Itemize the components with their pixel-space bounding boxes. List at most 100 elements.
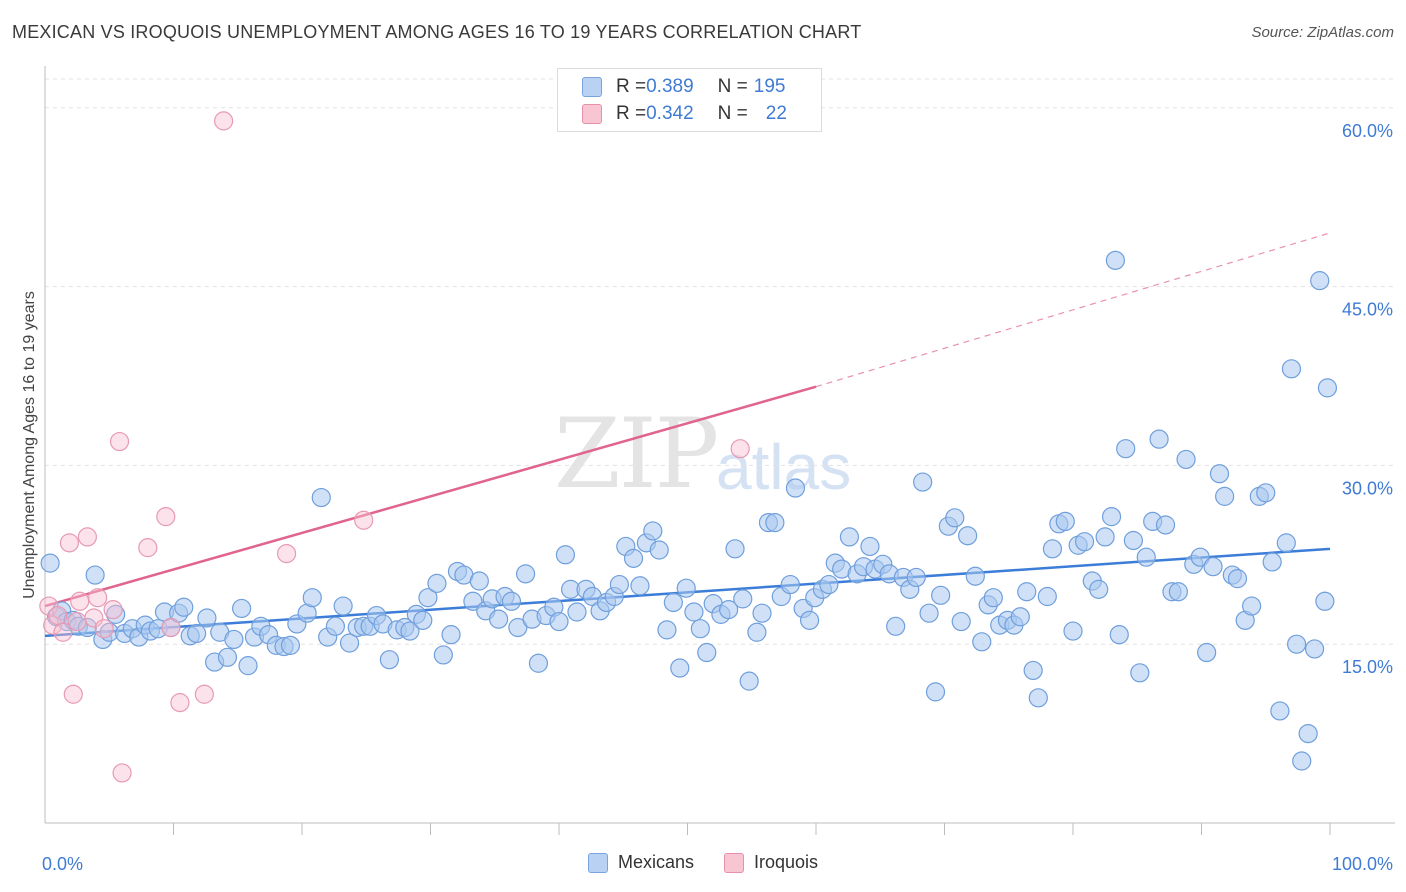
point-mexicans	[567, 602, 587, 622]
point-mexicans	[1315, 591, 1335, 611]
point-mexicans	[224, 629, 244, 650]
legend-swatch-mexicans	[582, 77, 602, 97]
point-mexicans	[1262, 552, 1282, 572]
point-iroquois	[112, 763, 132, 783]
point-iroquois	[354, 510, 374, 530]
point-iroquois	[161, 617, 181, 638]
point-mexicans	[1270, 701, 1290, 721]
point-iroquois	[109, 431, 130, 452]
point-iroquois	[48, 605, 68, 626]
point-mexicans	[1017, 582, 1037, 602]
point-mexicans	[609, 574, 629, 595]
point-iroquois	[170, 693, 190, 713]
correlation-legend: R = 0.389 N = 195 R = 0.342 N = 22	[557, 68, 822, 132]
point-mexicans	[441, 625, 461, 645]
point-mexicans	[733, 589, 753, 609]
point-mexicans	[925, 682, 946, 702]
point-mexicans	[427, 573, 447, 593]
point-mexicans	[379, 650, 399, 670]
point-mexicans	[643, 521, 663, 541]
point-mexicans	[1136, 547, 1156, 567]
legend-r-value-mexicans: 0.389	[646, 76, 694, 97]
point-mexicans	[1055, 511, 1075, 532]
point-mexicans	[1310, 271, 1330, 291]
point-mexicans	[1197, 642, 1217, 663]
point-mexicans	[630, 576, 650, 596]
series-legend-mexicans[interactable]: Mexicans	[587, 852, 694, 873]
point-mexicans	[799, 610, 820, 630]
legend-row-iroquois: R = 0.342 N = 22	[582, 102, 787, 126]
point-iroquois	[730, 439, 750, 459]
point-iroquois	[88, 588, 108, 608]
series-label-mexicans: Mexicans	[617, 852, 694, 872]
series-swatch-iroquois	[723, 852, 744, 873]
series-legend-iroquois[interactable]: Iroquois	[723, 852, 818, 873]
point-mexicans	[906, 567, 926, 588]
trend-line-iroquois-extension	[815, 232, 1331, 388]
point-mexicans	[418, 588, 438, 608]
point-mexicans	[913, 472, 933, 492]
point-mexicans	[1176, 449, 1196, 470]
point-mexicans	[508, 617, 528, 638]
point-mexicans	[945, 508, 965, 528]
chart-title: MEXICAN VS IROQUOIS UNEMPLOYMENT AMONG A…	[12, 22, 862, 42]
y-tick-label: 45.0%	[1342, 300, 1393, 320]
point-mexicans	[1292, 751, 1312, 771]
point-iroquois	[53, 622, 73, 642]
legend-n-value-mexicans: 195	[753, 76, 786, 97]
legend-r-label: R =	[616, 76, 647, 97]
point-mexicans	[690, 619, 710, 639]
point-mexicans	[1095, 527, 1115, 547]
point-mexicans	[765, 512, 785, 533]
point-mexicans	[725, 539, 745, 559]
point-mexicans	[469, 571, 489, 591]
legend-n-value-iroquois: 22	[765, 103, 787, 124]
point-mexicans	[1155, 515, 1176, 535]
point-mexicans	[886, 616, 906, 636]
point-mexicans	[1123, 530, 1143, 551]
point-mexicans	[684, 602, 704, 622]
legend-n-label: N =	[717, 103, 748, 124]
point-mexicans	[1215, 486, 1235, 506]
point-mexicans	[1242, 596, 1262, 616]
data-points	[39, 111, 1338, 783]
point-mexicans	[280, 635, 301, 655]
point-mexicans	[1281, 359, 1302, 379]
point-mexicans	[965, 566, 985, 586]
point-mexicans	[1089, 579, 1109, 599]
point-mexicans	[1130, 663, 1150, 683]
point-mexicans	[958, 526, 978, 546]
point-iroquois	[103, 600, 123, 620]
point-mexicans	[77, 617, 98, 638]
point-mexicans	[1286, 634, 1307, 654]
point-mexicans	[463, 591, 483, 611]
point-mexicans	[931, 585, 951, 605]
point-mexicans	[649, 540, 669, 560]
point-mexicans	[1105, 250, 1126, 270]
point-mexicans	[1101, 507, 1122, 527]
trend-line-iroquois	[44, 385, 817, 608]
point-mexicans	[1203, 557, 1223, 577]
point-mexicans	[413, 610, 433, 630]
point-mexicans	[657, 620, 677, 640]
point-mexicans	[85, 565, 105, 585]
point-mexicans	[325, 616, 346, 636]
y-tick-label: 15.0%	[1342, 657, 1393, 677]
point-mexicans	[785, 478, 806, 498]
point-mexicans	[501, 591, 522, 611]
legend-r-label: R =	[616, 103, 647, 124]
point-mexicans	[187, 623, 207, 644]
point-mexicans	[1037, 586, 1057, 607]
point-mexicans	[1256, 483, 1276, 503]
point-mexicans	[528, 653, 549, 673]
y-tick-label: 60.0%	[1342, 121, 1393, 141]
point-mexicans	[1190, 547, 1210, 567]
point-mexicans	[174, 597, 194, 617]
point-mexicans	[197, 608, 217, 628]
point-mexicans	[311, 487, 331, 508]
series-swatch-mexicans	[587, 852, 608, 873]
point-mexicans	[739, 671, 759, 691]
point-mexicans	[663, 592, 683, 613]
point-mexicans	[1042, 539, 1063, 559]
point-mexicans	[780, 574, 800, 595]
